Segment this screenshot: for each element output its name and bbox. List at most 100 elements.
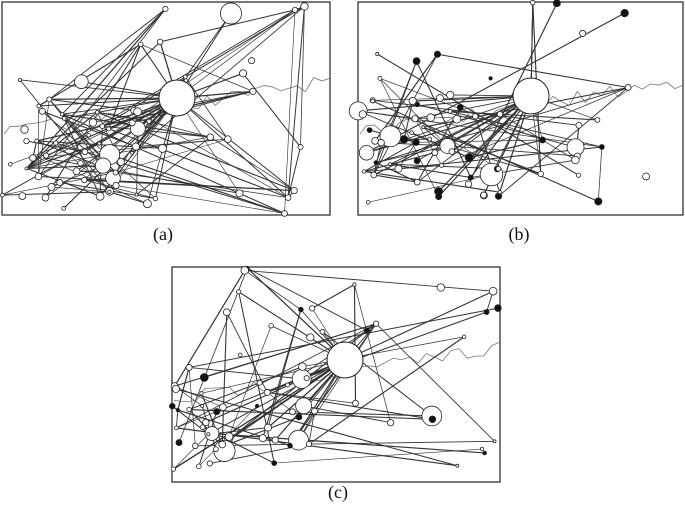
- edge: [398, 142, 417, 169]
- node: [408, 97, 417, 106]
- node: [399, 135, 409, 144]
- node: [146, 118, 152, 124]
- node: [56, 179, 64, 186]
- node: [213, 446, 219, 453]
- networks: [0, 0, 684, 472]
- node: [431, 149, 439, 156]
- node: [218, 440, 227, 449]
- node: [196, 463, 202, 470]
- node: [158, 144, 167, 153]
- node: [152, 195, 159, 202]
- edge: [414, 118, 442, 166]
- edge: [373, 95, 532, 176]
- node: [199, 424, 206, 431]
- edge: [26, 111, 98, 169]
- edge: [375, 145, 448, 164]
- node: [248, 57, 256, 65]
- edge: [262, 309, 302, 439]
- edge: [358, 110, 416, 120]
- node: [358, 110, 367, 119]
- node: [185, 364, 193, 371]
- node: [439, 162, 445, 168]
- node: [496, 110, 504, 118]
- node: [433, 50, 441, 58]
- node: [571, 155, 580, 165]
- node: [387, 419, 395, 427]
- node: [287, 442, 293, 449]
- node: [352, 282, 357, 287]
- node: [206, 460, 213, 467]
- edge: [242, 73, 301, 148]
- edge: [148, 120, 211, 138]
- node: [371, 137, 379, 145]
- node: [116, 157, 125, 166]
- node: [461, 334, 467, 340]
- edge: [390, 163, 499, 170]
- node: [482, 450, 487, 456]
- node: [488, 76, 493, 81]
- edge: [415, 116, 476, 120]
- node: [305, 440, 313, 448]
- node: [199, 373, 209, 382]
- node: [95, 191, 105, 201]
- node: [488, 286, 498, 296]
- node: [175, 407, 180, 413]
- edge: [447, 145, 541, 175]
- node: [297, 144, 304, 151]
- node: [88, 118, 98, 127]
- node: [435, 193, 443, 201]
- edge: [375, 323, 495, 442]
- node: [134, 192, 139, 197]
- node: [537, 170, 544, 178]
- node: [86, 133, 91, 138]
- node: [107, 189, 112, 194]
- node: [256, 379, 263, 386]
- node: [36, 103, 41, 109]
- node: [394, 164, 403, 173]
- node: [156, 38, 164, 46]
- edge: [226, 312, 268, 393]
- edge: [247, 267, 346, 361]
- node: [530, 0, 536, 6]
- node: [137, 41, 144, 48]
- node: [281, 210, 288, 217]
- node: [112, 181, 120, 189]
- edge: [244, 269, 494, 292]
- node: [319, 328, 326, 335]
- node: [446, 90, 455, 99]
- edge: [358, 110, 602, 148]
- edge: [102, 125, 211, 138]
- edge: [116, 185, 285, 214]
- node: [235, 189, 244, 198]
- node: [352, 399, 359, 407]
- node: [373, 320, 380, 327]
- edge: [176, 97, 240, 194]
- node: [128, 119, 136, 127]
- node: [162, 5, 169, 13]
- node: [303, 375, 310, 382]
- edge: [84, 179, 156, 199]
- edge: [204, 323, 377, 378]
- node: [192, 442, 199, 449]
- edge: [363, 141, 417, 172]
- node: [291, 6, 298, 13]
- node: [170, 466, 177, 472]
- node: [377, 139, 385, 147]
- edge: [176, 97, 295, 191]
- node: [258, 434, 267, 443]
- node: [53, 140, 59, 146]
- node: [0, 192, 5, 198]
- node: [24, 166, 29, 171]
- edge: [173, 359, 346, 470]
- node: [358, 145, 375, 161]
- node: [492, 439, 497, 444]
- node: [112, 169, 119, 176]
- edge: [303, 405, 391, 424]
- node: [413, 157, 421, 165]
- edge: [109, 97, 178, 192]
- node: [594, 117, 601, 123]
- node: [182, 74, 188, 80]
- node: [483, 309, 490, 315]
- edge: [403, 100, 414, 140]
- node: [23, 137, 30, 145]
